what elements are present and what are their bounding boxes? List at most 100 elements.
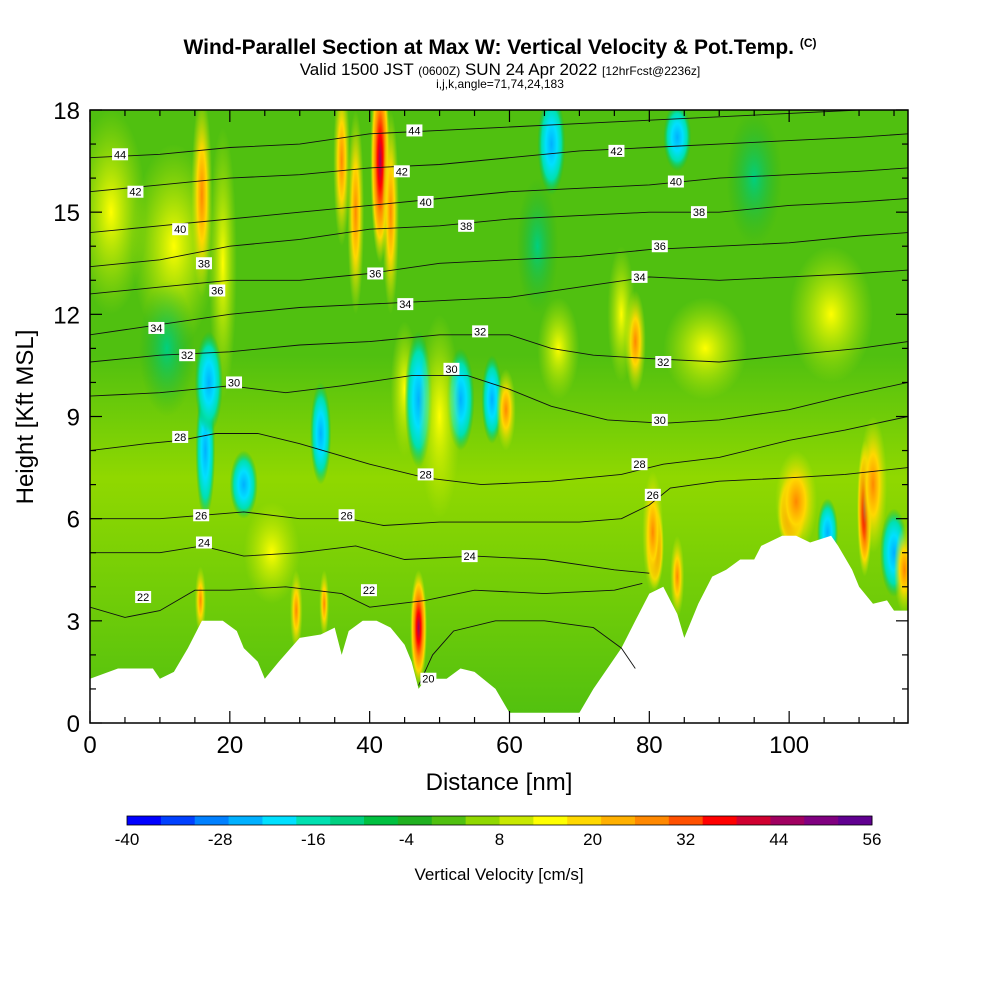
contour-label-36: 36 [367, 267, 384, 280]
contour-label-28: 28 [631, 458, 648, 471]
colorbar-swatch [702, 816, 738, 825]
colorbar-swatch [296, 816, 331, 825]
contour-label-text: 44 [114, 149, 126, 161]
colorbar-tick-label: -40 [115, 830, 140, 849]
contour-label-text: 44 [408, 125, 420, 137]
terrain-mask [90, 535, 908, 723]
colorbar-swatch [397, 816, 433, 825]
contour-label-38: 38 [690, 206, 707, 219]
contour-label-text: 30 [228, 377, 240, 389]
velocity-cell [310, 382, 332, 485]
colorbar-tick-label: 56 [863, 830, 882, 849]
colorbar-tick-label: -4 [399, 830, 414, 849]
y-tick-label: 3 [67, 609, 80, 636]
contour-label-34: 34 [397, 298, 414, 311]
contour-label-text: 22 [363, 585, 375, 597]
velocity-cell [229, 450, 258, 519]
velocity-cell [194, 566, 207, 635]
colorbar-label: Vertical Velocity [cm/s] [414, 865, 583, 884]
contour-label-text: 40 [419, 197, 431, 209]
velocity-cell [289, 569, 303, 652]
contour-label-42: 42 [127, 185, 144, 199]
contour-label-26: 26 [338, 509, 355, 522]
contour-label-text: 42 [129, 187, 141, 199]
contour-label-32: 32 [655, 356, 672, 369]
velocity-cell [347, 110, 365, 315]
colorbar-swatch [160, 816, 196, 825]
colorbar-swatch [364, 816, 399, 825]
velocity-cell [775, 450, 818, 553]
contour-label-44: 44 [406, 124, 423, 137]
contour-label-42: 42 [608, 144, 625, 158]
colorbar-swatch [431, 816, 467, 825]
contour-label-text: 36 [369, 268, 381, 280]
theta-contour-20 [418, 620, 636, 686]
colorbar-tick-label: 44 [769, 830, 788, 849]
velocity-cell [208, 127, 237, 400]
contour-label-42: 42 [393, 165, 410, 178]
y-tick-label: 15 [53, 200, 80, 227]
colorbar-swatch [533, 816, 568, 825]
contour-label-40: 40 [667, 175, 684, 189]
contour-label-24: 24 [461, 550, 478, 563]
y-tick-label: 0 [67, 711, 80, 738]
colorbar-tick-label: 8 [495, 830, 504, 849]
contour-label-text: 34 [633, 272, 645, 284]
x-axis: 0 20 40 60 80 100 [83, 110, 895, 759]
theta-contour-32 [90, 334, 908, 363]
contour-label-34: 34 [631, 270, 648, 284]
contour-label-20: 20 [420, 672, 437, 686]
colorbar-swatch [465, 816, 500, 825]
contour-label-text: 42 [610, 146, 622, 158]
contour-label-26: 26 [193, 509, 210, 522]
x-tick-label: 100 [769, 732, 809, 759]
colorbar-swatch [770, 816, 805, 825]
contour-label-36: 36 [651, 240, 668, 253]
theta-contours [90, 110, 908, 686]
velocity-cell [410, 569, 427, 686]
theta-contour-36 [90, 232, 908, 295]
colorbar-swatch [634, 816, 670, 825]
contour-label-text: 30 [654, 415, 666, 427]
velocity-cell [516, 178, 559, 315]
x-tick-label: 40 [356, 732, 383, 759]
theta-contour-42 [90, 133, 908, 193]
colorbar-swatch [668, 816, 704, 825]
velocity-cell [726, 110, 783, 247]
x-axis-label: Distance [nm] [426, 769, 573, 796]
velocity-cell [537, 297, 580, 400]
contour-label-30: 30 [651, 413, 668, 427]
theta-contour-44 [90, 110, 860, 159]
y-tick-label: 12 [53, 302, 80, 329]
contour-label-text: 32 [657, 357, 669, 369]
contour-label-34: 34 [148, 321, 165, 335]
theta-contour-30 [90, 375, 908, 424]
theta-contour-26 [90, 467, 908, 526]
velocity-cell [243, 501, 300, 604]
theta-contour-28 [90, 416, 908, 486]
contour-label-36: 36 [209, 284, 226, 297]
velocity-cell [418, 314, 461, 519]
colorbar-swatch [194, 816, 230, 825]
contour-label-text: 28 [633, 459, 645, 471]
contour-label-text: 32 [181, 350, 193, 362]
y-tick-label: 9 [67, 405, 80, 432]
contour-label-28: 28 [417, 468, 434, 481]
velocity-cell [382, 110, 400, 315]
contour-label-26: 26 [644, 488, 661, 502]
contour-label-32: 32 [179, 349, 196, 362]
contour-label-text: 38 [198, 258, 210, 270]
velocity-cell [894, 525, 908, 615]
velocity-cell [670, 535, 685, 618]
contour-label-text: 32 [474, 326, 486, 338]
colorbar-swatch [499, 816, 534, 825]
contour-label-text: 26 [340, 510, 352, 522]
colorbar-swatch [736, 816, 771, 825]
contour-label-text: 30 [445, 364, 457, 376]
contour-label-text: 26 [195, 510, 207, 522]
x-tick-label: 0 [83, 732, 96, 759]
x-tick-label: 80 [636, 732, 663, 759]
velocity-cell [663, 110, 692, 172]
